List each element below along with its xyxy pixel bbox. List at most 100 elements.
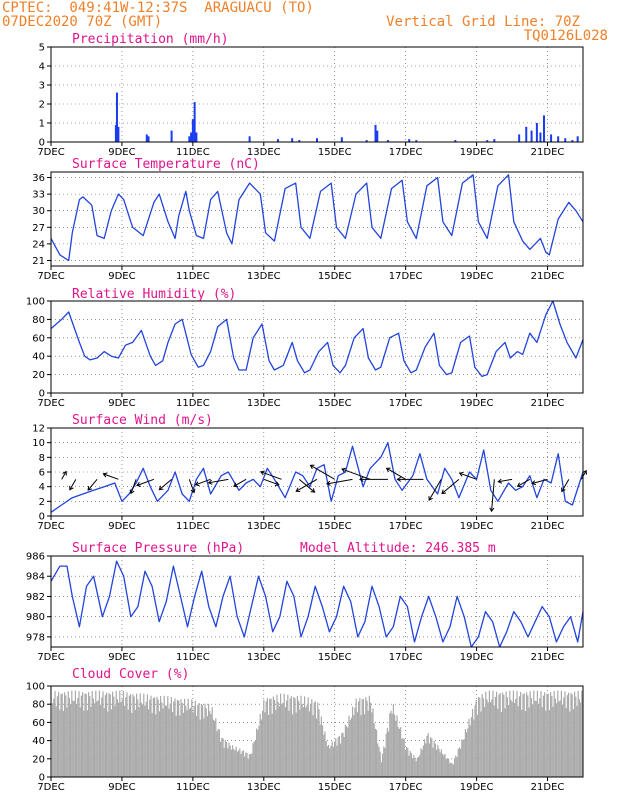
cloud-column — [440, 749, 442, 777]
cloud-column — [126, 692, 128, 777]
cloud-column — [547, 693, 549, 777]
x-tick-label: 17DEC — [389, 271, 423, 282]
cloud-column — [91, 691, 93, 777]
panel-title: Surface Wind (m/s) — [72, 413, 213, 428]
cloud-column — [298, 700, 300, 777]
cloud-column — [449, 763, 451, 777]
wind-arrowhead — [341, 467, 347, 473]
cloud-column — [203, 718, 205, 777]
x-tick-label: 19DEC — [460, 271, 494, 282]
cloud-column — [205, 708, 207, 777]
cloud-column — [282, 702, 284, 777]
cloud-column — [66, 707, 68, 777]
cloud-column — [306, 705, 308, 777]
x-tick-label: 13DEC — [247, 398, 281, 409]
precip-bar — [191, 119, 194, 142]
cloud-column — [347, 727, 349, 777]
cloud-column — [236, 751, 238, 777]
cloud-column — [302, 707, 304, 777]
cloud-column — [271, 713, 273, 777]
cloud-column — [436, 749, 438, 777]
cloud-column — [146, 694, 148, 777]
cloud-column — [552, 706, 554, 777]
cloud-column — [578, 699, 580, 777]
cloud-column — [569, 711, 571, 777]
cloud-column — [173, 701, 175, 777]
x-tick-label: 7DEC — [37, 521, 64, 532]
cloud-column — [412, 758, 414, 777]
cloud-column — [228, 742, 230, 777]
cloud-column — [149, 699, 151, 777]
cloud-column — [104, 695, 106, 777]
x-tick-label: 13DEC — [247, 782, 281, 793]
cloud-column — [542, 695, 544, 777]
panel-1: 21 24 27 30 33 36 7DEC 9DEC 11DEC 13DEC 15DEC 17DEC… — [32, 157, 584, 282]
cloud-column — [421, 749, 423, 777]
cloud-column — [305, 707, 307, 777]
precip-bar — [576, 136, 579, 142]
cloud-column — [116, 699, 118, 777]
precip-bar — [170, 130, 173, 142]
precip-bar — [535, 123, 538, 142]
cloud-column — [197, 704, 199, 777]
cloud-column — [164, 705, 166, 777]
wind-arrow — [517, 478, 531, 487]
cloud-column — [85, 693, 87, 777]
cloud-column — [313, 702, 315, 777]
y-tick-label: 20 — [32, 754, 45, 765]
cloud-column — [102, 691, 104, 777]
cloud-column — [130, 694, 132, 777]
y-tick-label: 80 — [32, 700, 45, 711]
cloud-column — [140, 702, 142, 777]
panel-frame — [50, 555, 584, 648]
cloud-column — [329, 748, 331, 777]
cloud-column — [484, 706, 486, 777]
x-tick-label: 15DEC — [318, 782, 352, 793]
cloud-column — [533, 690, 535, 777]
cloud-column — [187, 698, 189, 777]
cloud-column — [394, 714, 396, 777]
wind-arrowhead — [516, 482, 522, 488]
precip-bar — [486, 140, 489, 142]
cloud-column — [115, 690, 117, 777]
cloud-column — [466, 732, 468, 777]
header-line1: CPTEC: 049:41W-12:37S ARAGUACU (TO) — [2, 0, 314, 16]
cloud-column — [341, 733, 343, 777]
cloud-column — [241, 751, 243, 777]
cloud-column — [373, 723, 375, 777]
cloud-column — [416, 757, 418, 777]
x-tick-label: 9DEC — [108, 147, 135, 158]
cloud-column — [185, 705, 187, 777]
cloud-column — [80, 695, 82, 777]
y-tick-label: 33 — [32, 190, 45, 201]
cloud-column — [391, 713, 393, 777]
cloud-column — [188, 708, 190, 777]
cloud-column — [570, 693, 572, 777]
x-tick-label: 17DEC — [389, 782, 423, 793]
cloud-column — [137, 699, 139, 777]
cloud-column — [275, 709, 277, 777]
cloud-column — [370, 702, 372, 777]
cloud-column — [157, 699, 159, 777]
wind-arrow — [491, 479, 495, 512]
cloud-column — [390, 710, 392, 777]
cloud-column — [256, 728, 258, 777]
cloud-column — [355, 698, 357, 777]
cloud-column — [114, 705, 116, 777]
cloud-column — [455, 755, 457, 777]
cloud-column — [450, 762, 452, 777]
cloud-column — [434, 743, 436, 777]
y-tick-label: 982 — [26, 592, 45, 603]
x-tick-label: 19DEC — [460, 147, 494, 158]
cloud-column — [200, 703, 202, 777]
cloud-column — [574, 691, 576, 777]
x-tick-label: 21DEC — [531, 782, 565, 793]
cloud-column — [167, 696, 169, 777]
cloud-column — [90, 706, 92, 777]
cloud-column — [503, 694, 505, 777]
cloud-column — [571, 694, 573, 777]
cloud-column — [222, 738, 224, 777]
precip-bar — [276, 139, 279, 142]
cloud-column — [464, 729, 466, 777]
cloud-column — [232, 745, 234, 777]
